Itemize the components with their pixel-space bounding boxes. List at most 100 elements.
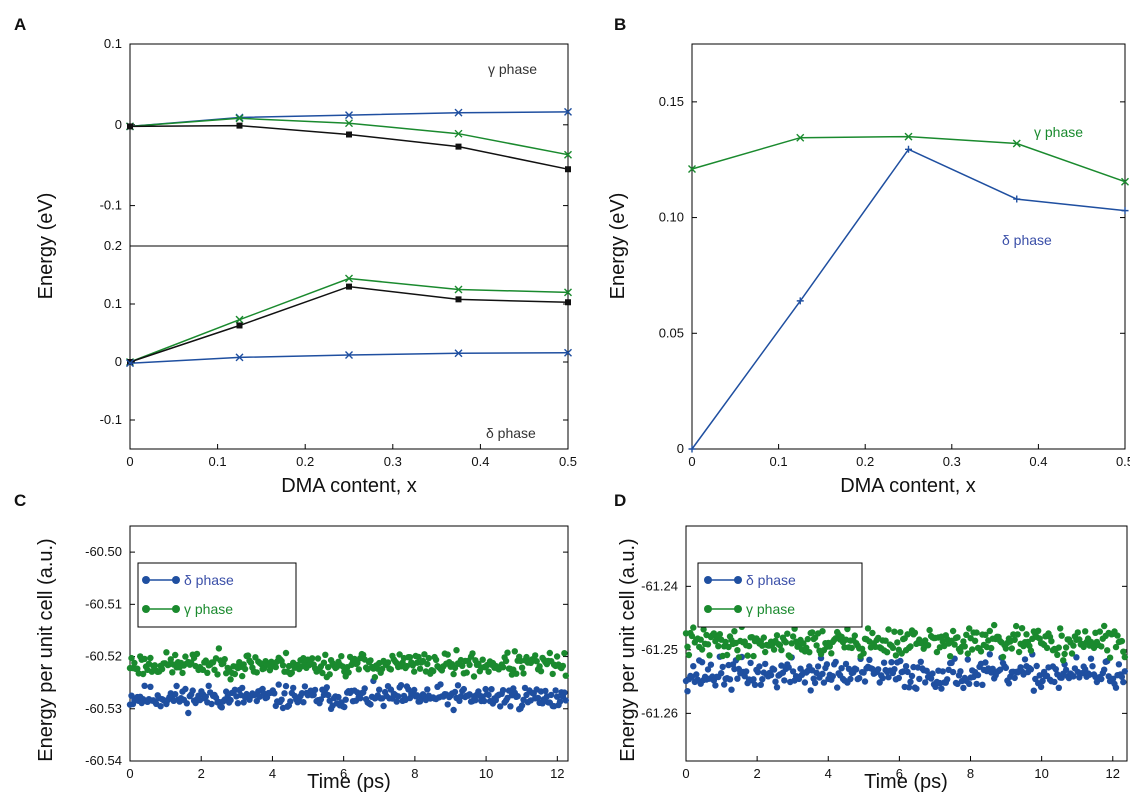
D-series-green-point [991, 621, 998, 629]
chart-b-frame [691, 43, 1126, 450]
D-series-green-point [804, 635, 811, 643]
C-xtick-label: 8 [411, 766, 418, 781]
D-series-blue-point [916, 675, 923, 683]
chart-a-top-series [126, 107, 572, 173]
D-series-blue-point [957, 668, 964, 675]
D-series-blue-point [1036, 672, 1043, 679]
chart-c-yticks: -60.50 -60.51 -60.52 -60.53 -60.54 [85, 544, 568, 768]
D-series-blue-point [1112, 684, 1120, 691]
D-series-blue-point [964, 656, 971, 663]
D-series-green-point [688, 632, 696, 640]
C-series-green-point [536, 663, 543, 670]
D-series-blue-point [801, 679, 809, 686]
D-series-green-point [1076, 636, 1083, 643]
A_bottom-xtick-label: 0.1 [209, 454, 227, 469]
C-xtick-label: 0 [126, 766, 133, 781]
chart-d-legend-delta-marker-right [734, 576, 742, 584]
D-series-green-point [789, 633, 797, 640]
D-series-blue-point [1027, 666, 1035, 673]
C-series-green-point [288, 669, 295, 676]
D-series-blue-point [929, 670, 936, 677]
D-series-blue-point [966, 680, 973, 687]
D-series-green-point [988, 644, 995, 652]
D-series-green-point [684, 643, 691, 650]
C-series-blue-point [450, 706, 457, 714]
D-series-green-point [1062, 644, 1070, 651]
C-ytick-label: -60.54 [85, 753, 122, 768]
C-series-blue-point [278, 696, 285, 703]
D-series-blue-point [908, 672, 916, 680]
C-series-blue-point [497, 703, 504, 710]
D-series-green-point [933, 648, 941, 656]
D-series-green-point [1074, 629, 1082, 636]
D-series-blue-point [996, 666, 1004, 673]
D-series-blue-point [1121, 668, 1129, 675]
C-series-blue-point [444, 701, 451, 708]
D-ytick-label: -61.24 [641, 578, 678, 593]
D-series-green-point [773, 632, 781, 639]
D-series-green-point [1114, 632, 1121, 639]
D-series-blue-point [756, 663, 763, 670]
A_bottom-ytick-label: 0.2 [104, 238, 122, 253]
D-series-blue-point [960, 684, 967, 692]
D-series-green-point [954, 634, 961, 641]
D-series-green-point [1057, 625, 1064, 632]
chart-c-legend-gamma-marker-left [142, 605, 150, 613]
A_top-series-black-point [455, 143, 462, 150]
chart-d-legend-box [697, 562, 863, 628]
chart-a-bottom-xlabel: DMA content, x [281, 475, 417, 497]
D-series-green-point [860, 650, 867, 657]
D-series-green-point [784, 630, 791, 637]
D-series-blue-point [1039, 677, 1046, 685]
A_bottom-ytick-label: 0.1 [104, 296, 122, 311]
C-series-green-point [179, 669, 186, 677]
C-series-green-point [562, 672, 569, 679]
C-series-green-point [244, 652, 252, 659]
C-series-green-point [188, 659, 195, 666]
D-series-green-point [963, 631, 970, 638]
chart-c-legend-gamma-marker-right [172, 605, 180, 613]
A_bottom-series-black-point [565, 299, 571, 306]
C-series-blue-point [234, 700, 242, 707]
D-series-blue-point [973, 680, 980, 688]
C-series-blue-point [189, 687, 196, 694]
B-xtick-label: 0.2 [856, 454, 874, 469]
C-series-blue-point [534, 694, 542, 702]
C-series-green-point [559, 662, 567, 670]
D-series-green-point [1098, 643, 1105, 650]
C-series-green-point [561, 650, 568, 657]
D-series-green-point [722, 638, 729, 646]
D-series-blue-point [770, 666, 778, 673]
D-series-green-point [947, 653, 954, 660]
C-series-green-point [147, 654, 154, 662]
C-series-green-point [513, 670, 520, 677]
C-series-green-point [450, 670, 457, 678]
B-ytick-label: 0 [677, 441, 684, 456]
D-series-green-point [904, 631, 911, 638]
D-series-blue-point [1098, 675, 1105, 683]
C-series-blue-point [218, 704, 225, 711]
C-series-blue-point [552, 687, 559, 694]
D-series-green-point [961, 643, 968, 650]
C-series-blue-point [485, 691, 492, 699]
chart-c-xticks: 0 2 4 6 8 10 12 [126, 756, 565, 781]
C-series-green-point [485, 668, 492, 675]
chart-c-legend-delta-marker-right [172, 576, 180, 584]
D-series-blue-point [1109, 675, 1117, 682]
A_top-series-blue-point [454, 108, 463, 117]
C-series-blue-point [202, 693, 209, 700]
A_bottom-series-green-point [345, 274, 353, 283]
C-series-blue-point [481, 697, 488, 705]
D-series-green-point [1060, 657, 1067, 664]
A_top-ytick-label: -0.1 [100, 198, 122, 213]
D-series-green-point [977, 648, 985, 655]
C-series-blue-point [397, 682, 405, 689]
panel-label-d: D [614, 491, 626, 510]
D-series-green-point [1080, 643, 1087, 651]
B-ytick-label: 0.15 [659, 94, 684, 109]
B-xtick-label: 0.4 [1029, 454, 1047, 469]
D-series-blue-point [726, 676, 734, 683]
C-series-blue-point [172, 691, 179, 698]
C-series-blue-point [556, 698, 564, 705]
C-series-blue-point [240, 699, 247, 706]
